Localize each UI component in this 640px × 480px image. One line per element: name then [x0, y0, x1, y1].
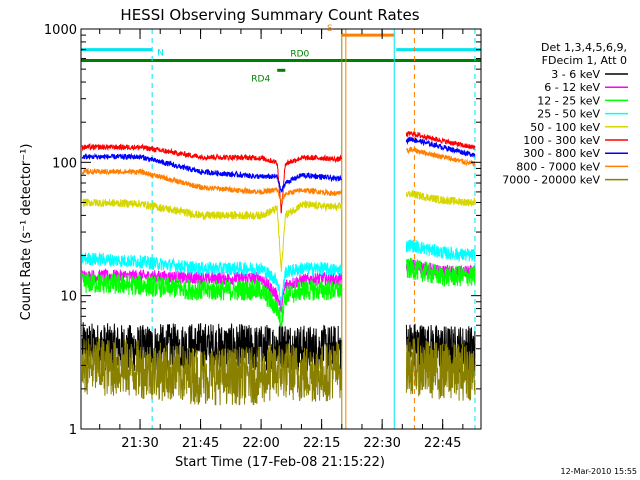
x-tick-label: 21:45	[182, 436, 219, 451]
series-line-4-part-0	[81, 198, 343, 272]
x-tick-label: 22:45	[424, 436, 461, 451]
legend-label-0: 3 - 6 keV	[551, 68, 600, 81]
series-line-7-part-0	[81, 167, 343, 204]
legend-label-6: 300 - 800 keV	[523, 147, 600, 160]
series-line-8-part-1	[405, 337, 476, 401]
series-line-3-part-1	[405, 239, 476, 263]
x-tick-label: 22:30	[363, 436, 400, 451]
legend-header-1: Det 1,3,4,5,6,9,	[541, 41, 627, 54]
legend-label-8: 7000 - 20000 keV	[502, 174, 600, 187]
timestamp: 12-Mar-2010 15:55	[561, 467, 638, 476]
x-tick-label: 22:15	[303, 436, 340, 451]
flag-label-n: N	[157, 49, 164, 59]
observing-flags	[81, 33, 481, 72]
series-line-4-part-1	[405, 189, 476, 207]
series-line-3-part-0	[81, 251, 343, 307]
legend-label-4: 50 - 100 keV	[530, 121, 600, 134]
y-axis-label: Count Rate (s⁻¹ detector⁻¹)	[19, 144, 34, 321]
series-line-2-part-0	[81, 272, 343, 328]
legend-label-5: 100 - 300 keV	[523, 134, 600, 147]
chart-title: HESSI Observing Summary Count Rates	[120, 6, 419, 24]
y-tick-label: 1	[69, 423, 77, 438]
x-tick-label: 22:00	[242, 436, 279, 451]
x-tick-label: 21:30	[121, 436, 158, 451]
legend-label-3: 25 - 50 keV	[537, 108, 600, 121]
x-axis: 21:30 21:45 22:00 22:15 22:30 22:45	[99, 29, 464, 451]
y-tick-label: 10	[60, 290, 77, 305]
flag-label-s: S	[327, 24, 333, 34]
legend: Det 1,3,4,5,6,9, FDecim 1, Att 0 3 - 6 k…	[502, 41, 628, 187]
flag-label-rd0: RD0	[290, 50, 309, 60]
legend-label-1: 6 - 12 keV	[544, 81, 600, 94]
y-axis: 1 10 100 1000	[44, 23, 481, 438]
series-line-7-part-1	[405, 146, 476, 167]
series-line-5-part-0	[81, 142, 343, 214]
legend-label-2: 12 - 25 keV	[537, 94, 600, 107]
series-lines	[81, 130, 476, 406]
legend-label-7: 800 - 7000 keV	[516, 160, 600, 173]
legend-header-2: FDecim 1, Att 0	[542, 54, 627, 67]
series-line-5-part-1	[405, 130, 476, 150]
flag-label-rd4: RD4	[251, 74, 270, 84]
series-line-6-part-0	[81, 152, 342, 194]
y-tick-label: 100	[52, 156, 77, 171]
y-tick-label: 1000	[44, 23, 77, 38]
x-axis-label: Start Time (17-Feb-08 21:15:22)	[175, 455, 385, 470]
series-line-8-part-0	[81, 337, 343, 406]
series-line-2-part-1	[405, 257, 476, 287]
series-line-6-part-1	[405, 136, 476, 159]
